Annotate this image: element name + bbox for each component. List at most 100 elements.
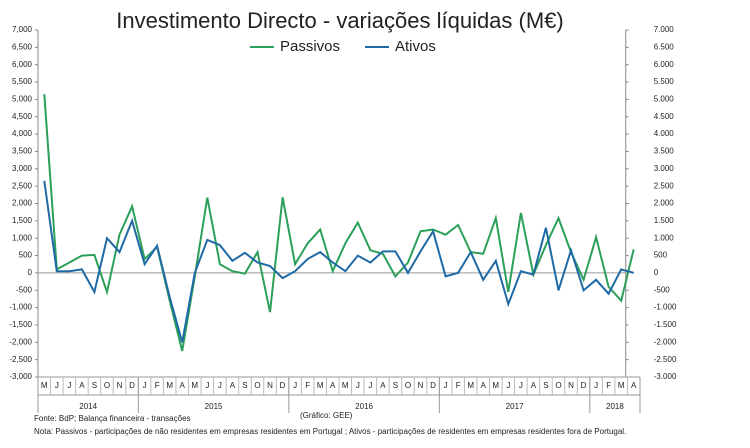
month-label: F	[456, 381, 461, 390]
month-label: N	[117, 381, 123, 390]
y2-tick-label: 7.000	[654, 25, 675, 34]
y2-tick-label: 2.500	[654, 181, 675, 190]
month-label: J	[293, 381, 297, 390]
month-label: M	[618, 381, 625, 390]
month-label: S	[393, 381, 398, 390]
year-label: 2014	[79, 402, 97, 411]
credit: (Gráfico: GEE)	[300, 411, 353, 420]
y-tick-label: -1,000	[9, 303, 32, 312]
y-tick-label: 5,000	[12, 95, 33, 104]
month-label: J	[519, 381, 523, 390]
month-label: A	[230, 381, 236, 390]
month-label: M	[342, 381, 349, 390]
year-label: 2017	[506, 402, 524, 411]
month-label: O	[405, 381, 411, 390]
month-label: J	[143, 381, 147, 390]
y-tick-label: 5,500	[12, 77, 33, 86]
month-label: D	[280, 381, 286, 390]
y-tick-label: 4,500	[12, 112, 33, 121]
y2-tick-label: -500	[654, 285, 671, 294]
chart-title: Investimento Directo - variações líquida…	[116, 8, 564, 33]
month-label: M	[41, 381, 48, 390]
y-tick-label: 3,000	[12, 164, 33, 173]
month-label: F	[155, 381, 160, 390]
year-label: 2016	[355, 402, 373, 411]
y-tick-label: 2,000	[12, 199, 33, 208]
y2-tick-label: 3.000	[654, 164, 675, 173]
month-label: S	[92, 381, 97, 390]
y2-tick-label: 6.500	[654, 42, 675, 51]
month-label: S	[543, 381, 548, 390]
month-label: A	[180, 381, 186, 390]
y-tick-label: 1,000	[12, 233, 33, 242]
month-label: J	[356, 381, 360, 390]
month-label: D	[581, 381, 587, 390]
month-label: J	[205, 381, 209, 390]
y2-tick-label: -1.500	[654, 320, 677, 329]
month-label: J	[594, 381, 598, 390]
month-label: J	[55, 381, 59, 390]
source: Fonte: BdP; Balança financeira - transaç…	[34, 414, 191, 423]
y2-tick-label: 5.000	[654, 95, 675, 104]
y-tick-label: -2,000	[9, 337, 32, 346]
y-tick-label: 7,000	[12, 25, 33, 34]
y2-tick-label: 6.000	[654, 60, 675, 69]
y-tick-label: -1,500	[9, 320, 32, 329]
y-tick-label: 1,500	[12, 216, 33, 225]
y-tick-label: 500	[19, 251, 33, 260]
month-label: F	[305, 381, 310, 390]
y-tick-label: -2,500	[9, 355, 32, 364]
month-label: O	[104, 381, 110, 390]
month-label: N	[267, 381, 273, 390]
month-label: N	[418, 381, 424, 390]
y2-tick-label: 1.500	[654, 216, 675, 225]
month-label: J	[444, 381, 448, 390]
month-label: A	[531, 381, 537, 390]
month-label: D	[129, 381, 135, 390]
y2-tick-label: 4.000	[654, 129, 675, 138]
y2-tick-label: 2.000	[654, 199, 675, 208]
month-label: A	[380, 381, 386, 390]
y-tick-label: 0	[28, 268, 33, 277]
y2-tick-label: 500	[654, 251, 668, 260]
y-tick-label: 6,000	[12, 60, 33, 69]
y2-tick-label: -3.000	[654, 372, 677, 381]
month-label: J	[218, 381, 222, 390]
y2-tick-label: -1.000	[654, 303, 677, 312]
y2-tick-label: 5.500	[654, 77, 675, 86]
month-label: A	[330, 381, 336, 390]
month-label: J	[67, 381, 71, 390]
year-label: 2015	[205, 402, 223, 411]
y-tick-label: -500	[16, 285, 33, 294]
y2-tick-label: 3.500	[654, 147, 675, 156]
month-label: J	[368, 381, 372, 390]
note: Nota: Passivos - participações de não re…	[34, 427, 626, 436]
month-label: M	[166, 381, 173, 390]
y-tick-label: 4,000	[12, 129, 33, 138]
month-label: A	[631, 381, 637, 390]
month-label: D	[430, 381, 436, 390]
month-label: M	[191, 381, 198, 390]
month-label: N	[568, 381, 574, 390]
y-tick-label: 2,500	[12, 181, 33, 190]
year-label: 2018	[606, 402, 624, 411]
y-tick-label: 3,500	[12, 147, 33, 156]
y-tick-label: 6,500	[12, 42, 33, 51]
y-tick-label: -3,000	[9, 372, 32, 381]
month-label: F	[606, 381, 611, 390]
legend-label: Passivos	[280, 38, 340, 55]
month-label: M	[467, 381, 474, 390]
y2-tick-label: 1.000	[654, 233, 675, 242]
legend-label: Ativos	[395, 38, 436, 55]
month-label: M	[317, 381, 324, 390]
month-label: A	[481, 381, 487, 390]
month-label: S	[242, 381, 247, 390]
month-label: A	[79, 381, 85, 390]
y2-tick-label: -2.500	[654, 355, 677, 364]
month-label: O	[254, 381, 260, 390]
y2-tick-label: 0	[654, 268, 659, 277]
y2-tick-label: -2.000	[654, 337, 677, 346]
month-label: J	[506, 381, 510, 390]
month-label: M	[492, 381, 499, 390]
